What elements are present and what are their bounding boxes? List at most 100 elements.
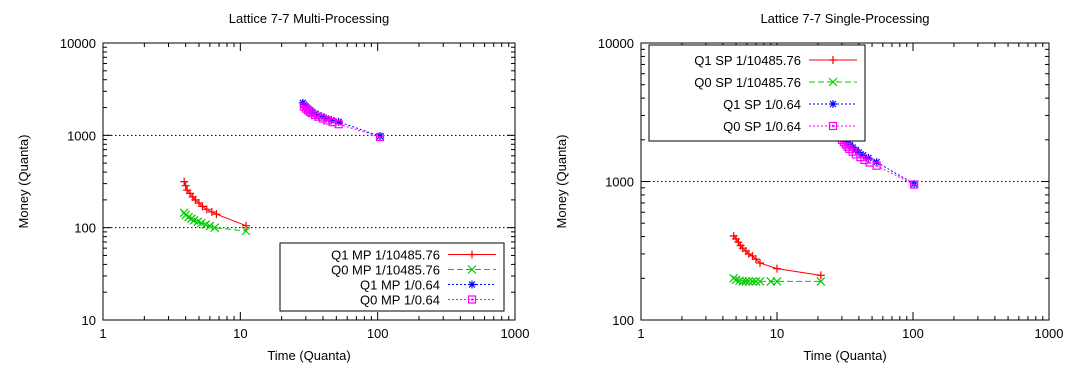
data-point bbox=[755, 276, 765, 286]
legend-label: Q0 MP 1/0.64 bbox=[360, 293, 440, 308]
y-tick-label: 1000 bbox=[67, 128, 96, 143]
x-tick-label: 100 bbox=[902, 326, 924, 341]
data-point bbox=[379, 135, 382, 138]
data-point bbox=[751, 255, 760, 264]
data-point bbox=[202, 205, 211, 214]
series-2 bbox=[729, 273, 826, 286]
data-point bbox=[337, 123, 340, 126]
legend-marker bbox=[467, 295, 477, 304]
legend-label: Q1 SP 1/0.64 bbox=[723, 97, 801, 112]
data-point bbox=[731, 275, 741, 285]
data-point bbox=[872, 161, 881, 170]
data-point bbox=[194, 198, 203, 207]
data-point bbox=[842, 141, 845, 144]
data-point bbox=[844, 143, 847, 146]
data-point bbox=[331, 121, 334, 124]
data-point bbox=[868, 161, 871, 164]
legend-marker bbox=[829, 100, 837, 108]
data-point bbox=[375, 132, 385, 142]
legend-label: Q0 SP 1/0.64 bbox=[723, 119, 801, 134]
data-point bbox=[198, 202, 207, 211]
y-tick-label: 100 bbox=[74, 221, 96, 236]
data-point bbox=[859, 156, 862, 159]
legend-label: Q0 MP 1/10485.76 bbox=[331, 263, 440, 278]
data-point bbox=[744, 249, 753, 258]
data-point bbox=[180, 177, 189, 186]
data-point bbox=[748, 276, 757, 286]
data-point bbox=[846, 145, 849, 148]
series-2 bbox=[179, 208, 251, 236]
data-point bbox=[856, 153, 865, 162]
plot-frame bbox=[102, 42, 516, 321]
data-point bbox=[751, 276, 761, 286]
legend-marker bbox=[467, 265, 477, 274]
legend-label: Q1 MP 1/10485.76 bbox=[331, 248, 440, 263]
x-axis-label: Time (Quanta) bbox=[267, 348, 350, 363]
data-point bbox=[212, 210, 221, 219]
data-point bbox=[859, 151, 868, 160]
data-point bbox=[322, 117, 325, 120]
data-point bbox=[207, 207, 216, 216]
data-point bbox=[816, 276, 826, 286]
data-point bbox=[205, 221, 215, 231]
x-tick-label: 1000 bbox=[1035, 326, 1064, 341]
x-tick-label: 1 bbox=[99, 326, 106, 341]
legend-marker bbox=[471, 298, 473, 301]
series-4 bbox=[837, 135, 919, 189]
y-axis-label: Money (Quanta) bbox=[554, 135, 569, 229]
data-point bbox=[913, 183, 916, 186]
data-point bbox=[851, 150, 860, 159]
y-tick-label: 100 bbox=[612, 313, 634, 328]
legend-marker bbox=[468, 280, 476, 289]
y-tick-label: 10 bbox=[82, 313, 96, 328]
legend-label: Q1 SP 1/10485.76 bbox=[694, 53, 801, 68]
data-point bbox=[729, 273, 739, 283]
data-point bbox=[860, 155, 869, 165]
data-point bbox=[816, 271, 825, 280]
legend: Q1 SP 1/10485.76 Q0 SP 1/10485.76 Q1 SP 1/… bbox=[648, 44, 866, 142]
data-point bbox=[854, 153, 857, 156]
data-point bbox=[843, 142, 852, 151]
legend-marker bbox=[828, 121, 838, 131]
legend-marker bbox=[832, 125, 834, 127]
x-tick-label: 100 bbox=[367, 326, 389, 341]
data-point bbox=[772, 276, 782, 286]
series-4 bbox=[299, 102, 385, 142]
x-tick-label: 10 bbox=[770, 326, 784, 341]
y-tick-label: 10000 bbox=[598, 36, 634, 51]
data-point bbox=[910, 180, 919, 189]
legend-marker bbox=[828, 77, 838, 87]
y-tick-label: 1000 bbox=[605, 175, 634, 190]
data-point bbox=[744, 276, 754, 286]
data-point bbox=[334, 120, 343, 129]
data-point bbox=[875, 164, 878, 167]
data-point bbox=[186, 214, 196, 224]
series-1 bbox=[729, 231, 825, 280]
data-point bbox=[323, 116, 332, 125]
data-point bbox=[242, 221, 251, 230]
data-point bbox=[318, 114, 328, 123]
data-point bbox=[241, 226, 251, 236]
data-point bbox=[184, 212, 194, 222]
data-point bbox=[314, 112, 323, 121]
data-point bbox=[326, 119, 329, 122]
data-point bbox=[308, 110, 311, 113]
series-1 bbox=[180, 177, 251, 230]
x-tick-label: 1 bbox=[637, 326, 644, 341]
x-tick-label: 10 bbox=[233, 326, 247, 341]
y-axis-label: Money (Quanta) bbox=[16, 135, 31, 229]
data-point bbox=[328, 118, 337, 127]
data-point bbox=[863, 158, 866, 161]
legend-marker bbox=[829, 56, 837, 64]
y-tick-label: 10000 bbox=[60, 36, 96, 51]
data-point bbox=[181, 181, 190, 190]
chart-panel-2: 1 10 100 1000 100 1000 10000 Lattice 7-7 Single… bbox=[554, 11, 1063, 363]
data-point bbox=[334, 117, 343, 126]
x-tick-label: 1000 bbox=[501, 326, 530, 341]
data-point bbox=[756, 258, 765, 267]
legend-label: Q1 MP 1/0.64 bbox=[360, 278, 440, 293]
